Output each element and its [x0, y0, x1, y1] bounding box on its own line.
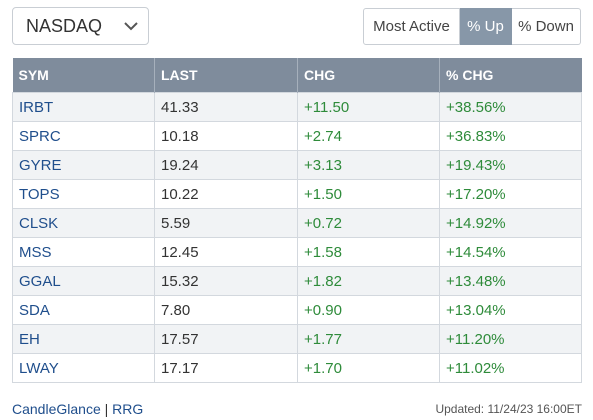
table-row[interactable]: EH 17.57 +1.77 +11.20% [12, 324, 582, 354]
table-row[interactable]: GYRE 19.24 +3.13 +19.43% [12, 150, 582, 180]
change-cell: +1.77 [297, 324, 440, 354]
percent-change-cell: +14.54% [439, 237, 582, 267]
table-header-row: SYM LAST CHG % CHG [12, 58, 582, 93]
movers-table-body: IRBT 41.33 +11.50 +38.56% SPRC 10.18 +2.74 +36.… [12, 92, 582, 383]
tab-pct-up[interactable]: % Up [460, 8, 512, 45]
percent-change-cell: +11.02% [439, 353, 582, 383]
movers-table: SYM LAST CHG % CHG IRBT 41.33 +11.50 +38.56… [12, 58, 582, 383]
table-row[interactable]: LWAY 17.17 +1.70 +11.02% [12, 353, 582, 383]
exchange-select[interactable]: NASDAQ [12, 7, 149, 45]
symbol-cell: EH [12, 324, 155, 354]
table-row[interactable]: GGAL 15.32 +1.82 +13.48% [12, 266, 582, 296]
symbol-cell: SDA [12, 295, 155, 325]
footer-separator: | [104, 401, 109, 417]
last-price-cell: 10.22 [154, 179, 298, 209]
tab-pct-down[interactable]: % Down [512, 8, 581, 45]
symbol-link[interactable]: MSS [19, 243, 52, 261]
percent-change-cell: +17.20% [439, 179, 582, 209]
symbol-link[interactable]: SDA [19, 301, 50, 319]
percent-change-cell: +13.48% [439, 266, 582, 296]
tab-most-active[interactable]: Most Active [363, 8, 460, 45]
last-price-cell: 15.32 [154, 266, 298, 296]
movers-tabs: Most Active % Up % Down [363, 8, 581, 45]
column-header-sym[interactable]: SYM [12, 58, 155, 93]
table-row[interactable]: SPRC 10.18 +2.74 +36.83% [12, 121, 582, 151]
last-price-cell: 12.45 [154, 237, 298, 267]
percent-change-cell: +38.56% [439, 92, 582, 122]
symbol-link[interactable]: EH [19, 330, 40, 348]
symbol-cell: GYRE [12, 150, 155, 180]
change-cell: +1.70 [297, 353, 440, 383]
last-price-cell: 41.33 [154, 92, 298, 122]
symbol-cell: MSS [12, 237, 155, 267]
table-row[interactable]: SDA 7.80 +0.90 +13.04% [12, 295, 582, 325]
symbol-link[interactable]: GGAL [19, 272, 61, 290]
last-price-cell: 5.59 [154, 208, 298, 238]
exchange-select-value: NASDAQ [26, 15, 103, 36]
rrg-link[interactable]: RRG [112, 401, 144, 417]
symbol-link[interactable]: TOPS [19, 185, 60, 203]
last-price-cell: 19.24 [154, 150, 298, 180]
percent-change-cell: +11.20% [439, 324, 582, 354]
table-row[interactable]: CLSK 5.59 +0.72 +14.92% [12, 208, 582, 238]
table-row[interactable]: IRBT 41.33 +11.50 +38.56% [12, 92, 582, 122]
symbol-link[interactable]: GYRE [19, 156, 62, 174]
symbol-link[interactable]: SPRC [19, 127, 61, 145]
last-price-cell: 7.80 [154, 295, 298, 325]
change-cell: +0.90 [297, 295, 440, 325]
change-cell: +0.72 [297, 208, 440, 238]
change-cell: +2.74 [297, 121, 440, 151]
symbol-cell: IRBT [12, 92, 155, 122]
change-cell: +11.50 [297, 92, 440, 122]
last-price-cell: 17.17 [154, 353, 298, 383]
change-cell: +1.50 [297, 179, 440, 209]
symbol-link[interactable]: LWAY [19, 359, 59, 377]
footer-links: CandleGlance | RRG [12, 401, 143, 417]
chevron-down-icon [124, 21, 138, 31]
column-header-last[interactable]: LAST [154, 58, 298, 93]
percent-change-cell: +19.43% [439, 150, 582, 180]
symbol-link[interactable]: CLSK [19, 214, 59, 232]
symbol-cell: SPRC [12, 121, 155, 151]
percent-change-cell: +14.92% [439, 208, 582, 238]
last-price-cell: 10.18 [154, 121, 298, 151]
last-price-cell: 17.57 [154, 324, 298, 354]
candleglance-link[interactable]: CandleGlance [12, 401, 101, 417]
column-header-pct-chg[interactable]: % CHG [439, 58, 582, 93]
symbol-cell: GGAL [12, 266, 155, 296]
percent-change-cell: +36.83% [439, 121, 582, 151]
change-cell: +1.82 [297, 266, 440, 296]
table-row[interactable]: MSS 12.45 +1.58 +14.54% [12, 237, 582, 267]
table-row[interactable]: TOPS 10.22 +1.50 +17.20% [12, 179, 582, 209]
symbol-cell: LWAY [12, 353, 155, 383]
column-header-chg[interactable]: CHG [297, 58, 440, 93]
symbol-cell: TOPS [12, 179, 155, 209]
updated-timestamp: Updated: 11/24/23 16:00ET [435, 402, 582, 416]
percent-change-cell: +13.04% [439, 295, 582, 325]
change-cell: +3.13 [297, 150, 440, 180]
symbol-link[interactable]: IRBT [19, 98, 54, 116]
change-cell: +1.58 [297, 237, 440, 267]
symbol-cell: CLSK [12, 208, 155, 238]
